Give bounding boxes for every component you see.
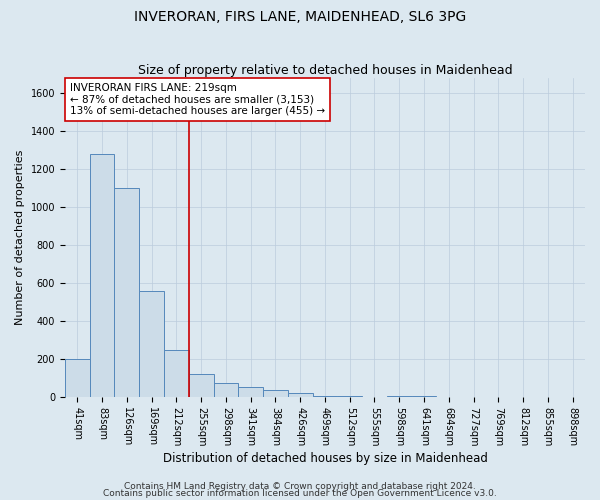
Bar [115, 188, 139, 397]
Bar [164, 350, 189, 397]
X-axis label: Distribution of detached houses by size in Maidenhead: Distribution of detached houses by size … [163, 452, 487, 465]
Bar [189, 374, 214, 397]
Bar [313, 396, 337, 397]
Bar [214, 383, 238, 397]
Bar [89, 154, 115, 397]
Bar [337, 396, 362, 397]
Title: Size of property relative to detached houses in Maidenhead: Size of property relative to detached ho… [137, 64, 512, 77]
Bar [65, 359, 89, 397]
Text: Contains HM Land Registry data © Crown copyright and database right 2024.: Contains HM Land Registry data © Crown c… [124, 482, 476, 491]
Text: INVERORAN FIRS LANE: 219sqm
← 87% of detached houses are smaller (3,153)
13% of : INVERORAN FIRS LANE: 219sqm ← 87% of det… [70, 83, 325, 116]
Y-axis label: Number of detached properties: Number of detached properties [15, 150, 25, 326]
Bar [263, 390, 288, 397]
Text: INVERORAN, FIRS LANE, MAIDENHEAD, SL6 3PG: INVERORAN, FIRS LANE, MAIDENHEAD, SL6 3P… [134, 10, 466, 24]
Bar [387, 396, 412, 397]
Bar [139, 291, 164, 397]
Bar [288, 394, 313, 397]
Bar [412, 396, 436, 397]
Bar [238, 387, 263, 397]
Text: Contains public sector information licensed under the Open Government Licence v3: Contains public sector information licen… [103, 490, 497, 498]
